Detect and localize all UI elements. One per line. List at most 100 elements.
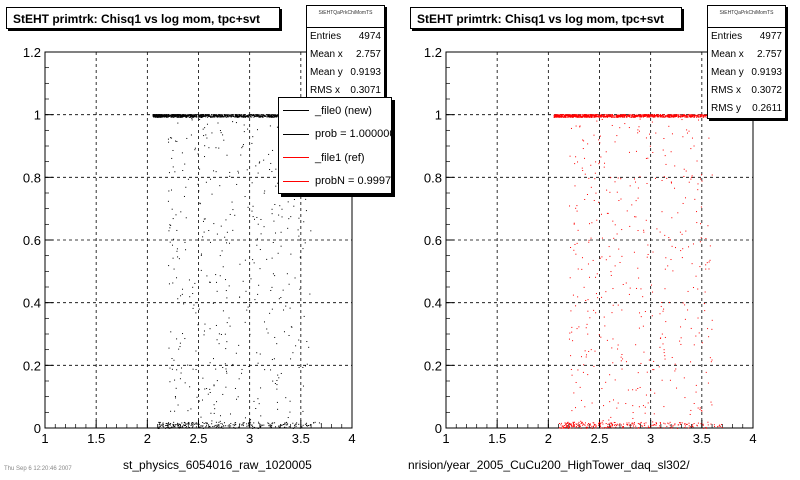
scatter-point [632,389,634,391]
scatter-point [699,407,701,409]
scatter-point [270,425,272,427]
scatter-point [574,114,576,116]
scatter-point [226,154,228,156]
scatter-point [629,116,631,118]
scatter-point [251,424,253,426]
scatter-point [181,293,183,295]
scatter-point [620,360,622,362]
scatter-point [615,116,617,118]
scatter-point [627,424,629,426]
scatter-point [601,115,603,117]
scatter-point [691,116,693,118]
scatter-point [646,371,648,373]
scatter-point [580,399,582,401]
scatter-point [638,126,640,128]
scatter-point [630,427,632,429]
scatter-point [613,399,614,401]
scatter-point [644,412,646,414]
scatter-point [576,423,578,425]
scatter-point [268,425,270,427]
scatter-point [592,425,594,427]
scatter-point [157,114,159,116]
scatter-point [256,129,258,131]
scatter-point [227,116,229,118]
scatter-point [192,115,194,117]
scatter-point [633,116,635,118]
scatter-point [224,236,226,238]
scatter-point [635,200,637,202]
scatter-point [574,425,576,427]
scatter-point [202,116,204,118]
scatter-point [606,114,608,116]
scatter-point [215,421,217,423]
scatter-point [179,115,181,117]
scatter-point [708,137,710,139]
scatter-point [204,145,206,147]
scatter-point [244,321,246,323]
scatter-point [270,115,272,117]
scatter-point [306,363,308,365]
scatter-point [643,229,645,231]
scatter-point [257,223,259,225]
scatter-point [610,271,612,273]
scatter-point [187,422,189,424]
scatter-point [160,115,162,117]
scatter-point [619,423,621,425]
scatter-point [236,183,238,185]
scatter-point [588,177,590,179]
scatter-point [276,343,278,345]
scatter-point [634,114,636,116]
scatter-point [692,424,694,426]
scatter-point [189,386,191,388]
scatter-point [257,427,259,429]
scatter-point [628,424,630,426]
scatter-point [587,426,589,428]
scatter-point [597,114,599,116]
scatter-point [640,288,642,290]
scatter-point [280,424,282,426]
scatter-point [665,321,667,323]
scatter-point [601,237,603,239]
scatter-point [621,426,623,428]
scatter-point [179,424,181,426]
scatter-point [248,424,250,426]
scatter-point [168,347,170,349]
scatter-point [256,216,258,218]
scatter-point [275,116,277,118]
scatter-point [208,116,210,118]
scatter-point [235,114,237,116]
scatter-point [156,115,158,117]
scatter-point [269,116,271,118]
scatter-point [700,237,702,239]
scatter-point [671,427,673,429]
scatter-point [638,406,640,408]
scatter-point [670,116,672,118]
scatter-point [249,424,251,426]
scatter-point [269,115,271,117]
scatter-point [572,421,574,423]
scatter-point [248,114,250,116]
scatter-point [185,115,187,117]
scatter-point [651,115,653,117]
scatter-point [674,424,676,426]
scatter-point [257,362,259,364]
scatter-point [306,425,308,427]
scatter-point [703,114,705,116]
scatter-point [577,268,579,270]
scatter-point [567,114,569,116]
scatter-point [669,424,671,426]
scatter-point [662,114,664,116]
scatter-point [240,154,242,156]
scatter-point [221,425,223,427]
scatter-point [602,427,604,429]
scatter-point [202,114,204,116]
scatter-point [182,426,184,428]
stats-row: RMS y 0.2611 [708,100,785,118]
scatter-point [655,115,657,117]
scatter-point [203,231,205,233]
scatter-point [706,427,708,429]
scatter-point [153,116,155,118]
scatter-point [702,424,704,426]
scatter-point [204,323,206,325]
scatter-point [576,328,578,330]
